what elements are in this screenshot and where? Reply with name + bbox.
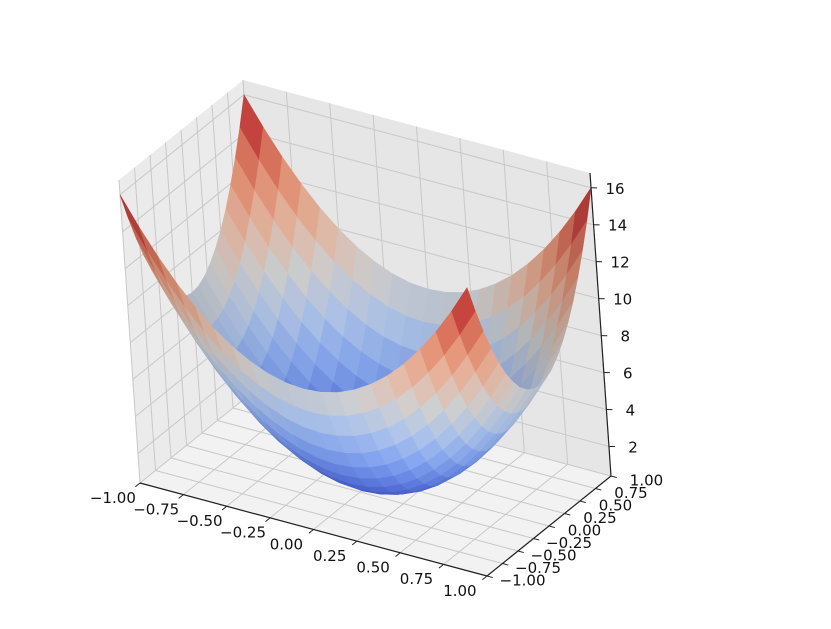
z-axis-ticks: 2 4 6 8 10 12 14 16 bbox=[591, 180, 638, 456]
y-tick-label: 0.25 bbox=[583, 509, 616, 527]
x-tick-mark bbox=[438, 563, 444, 569]
z-axis-line bbox=[589, 172, 612, 477]
x-tick-label: 1.00 bbox=[443, 582, 476, 600]
y-tick-label: 0.50 bbox=[599, 497, 632, 515]
left-grid-y bbox=[180, 129, 203, 434]
y-tick-label: 0.75 bbox=[614, 484, 647, 502]
floor-grid-y bbox=[186, 445, 534, 539]
left-grid-z bbox=[119, 94, 245, 196]
x-tick-mark bbox=[395, 552, 401, 557]
y-tick-mark bbox=[548, 525, 555, 529]
z-tick-label: 16 bbox=[605, 180, 624, 198]
y-tick-mark bbox=[595, 488, 602, 491]
y-tick-mark bbox=[486, 575, 493, 579]
z-tick-label: 2 bbox=[628, 438, 638, 456]
x-tick-mark bbox=[308, 529, 314, 534]
x-tick-label: 0.50 bbox=[356, 559, 389, 577]
x-tick-label: −0.75 bbox=[133, 500, 179, 518]
surface-plot bbox=[119, 93, 592, 495]
x-tick-label: −0.25 bbox=[220, 524, 266, 542]
y-tick-mark bbox=[564, 513, 571, 516]
x-tick-mark bbox=[221, 505, 228, 511]
y-tick-mark bbox=[517, 550, 524, 554]
left-grid-z bbox=[122, 131, 247, 233]
y-tick-mark bbox=[533, 538, 540, 541]
x-axis-ticks: −1.00−0.75−0.50−0.250.00 0.25 0.50 0.75 1.00 bbox=[90, 482, 488, 600]
left-grid-y bbox=[118, 179, 141, 484]
floor-grid-y bbox=[155, 470, 503, 564]
y-tick-label: 0.00 bbox=[568, 522, 601, 540]
y-axis-ticks: −1.00−0.75−0.50−0.250.000.250.500.751.00 bbox=[486, 472, 663, 590]
x-tick-label: 0.25 bbox=[313, 547, 346, 565]
y-tick-label: 1.00 bbox=[630, 472, 663, 490]
left-grid-y bbox=[149, 154, 172, 459]
y-tick-mark bbox=[579, 500, 586, 504]
back-grid-z bbox=[246, 131, 594, 226]
x-tick-label: 0.75 bbox=[400, 570, 433, 588]
z-tick-label: 6 bbox=[623, 365, 633, 383]
z-tick-label: 10 bbox=[613, 291, 632, 309]
floor-grid-y bbox=[170, 457, 519, 552]
left-grid-y bbox=[196, 117, 218, 421]
x-tick-label: 0.00 bbox=[270, 535, 303, 553]
y-tick-label: −0.50 bbox=[531, 547, 577, 565]
z-tick-label: 14 bbox=[608, 217, 627, 235]
y-tick-mark bbox=[502, 563, 509, 566]
back-grid-z bbox=[249, 168, 597, 263]
x-tick-mark bbox=[482, 575, 488, 581]
x-tick-mark bbox=[135, 482, 141, 488]
back-grid-z bbox=[243, 94, 592, 189]
x-tick-label: −1.00 bbox=[90, 489, 136, 507]
z-tick-label: 4 bbox=[626, 402, 636, 420]
z-tick-label: 12 bbox=[611, 254, 630, 272]
x-tick-mark bbox=[351, 540, 358, 546]
left-grid-y bbox=[134, 167, 156, 471]
y-tick-mark bbox=[610, 475, 617, 479]
y-tick-label: −0.25 bbox=[546, 534, 592, 552]
surface-patch bbox=[451, 287, 476, 335]
x-tick-mark bbox=[178, 494, 184, 499]
y-tick-label: −1.00 bbox=[500, 572, 546, 590]
z-tick-label: 8 bbox=[621, 328, 631, 346]
y-tick-label: −0.75 bbox=[515, 559, 561, 577]
x-tick-mark bbox=[265, 517, 271, 523]
x-tick-label: −0.50 bbox=[177, 512, 223, 530]
